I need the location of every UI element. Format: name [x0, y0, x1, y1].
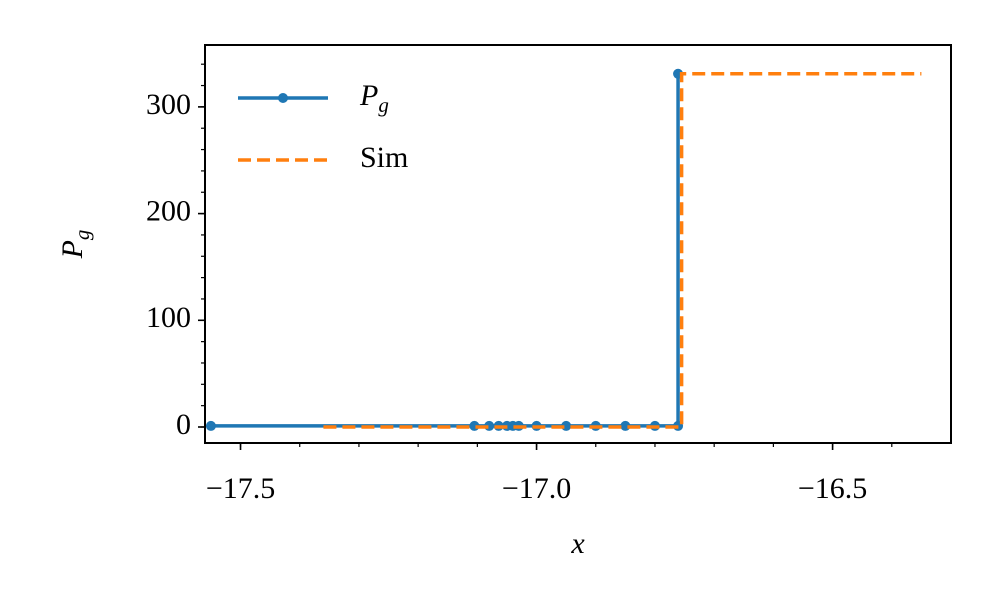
legend-marker [278, 93, 288, 103]
y-tick-label: 0 [176, 408, 191, 441]
legend-label: Pg [359, 79, 389, 117]
y-tick-label: 200 [146, 194, 191, 227]
y-tick-label: 300 [146, 88, 191, 121]
y-axis-label: Pg [56, 230, 94, 260]
plot-frame [204, 44, 952, 444]
x-tick-label: −17.5 [206, 472, 275, 505]
x-tick-label: −17.0 [502, 472, 571, 505]
data-point [205, 420, 216, 431]
legend-label: Sim [360, 141, 408, 174]
x-tick-label: −16.5 [798, 472, 867, 505]
y-tick-label: 100 [146, 301, 191, 334]
x-axis-label: x [570, 527, 585, 560]
series-line [210, 73, 680, 428]
series-line [323, 72, 922, 429]
